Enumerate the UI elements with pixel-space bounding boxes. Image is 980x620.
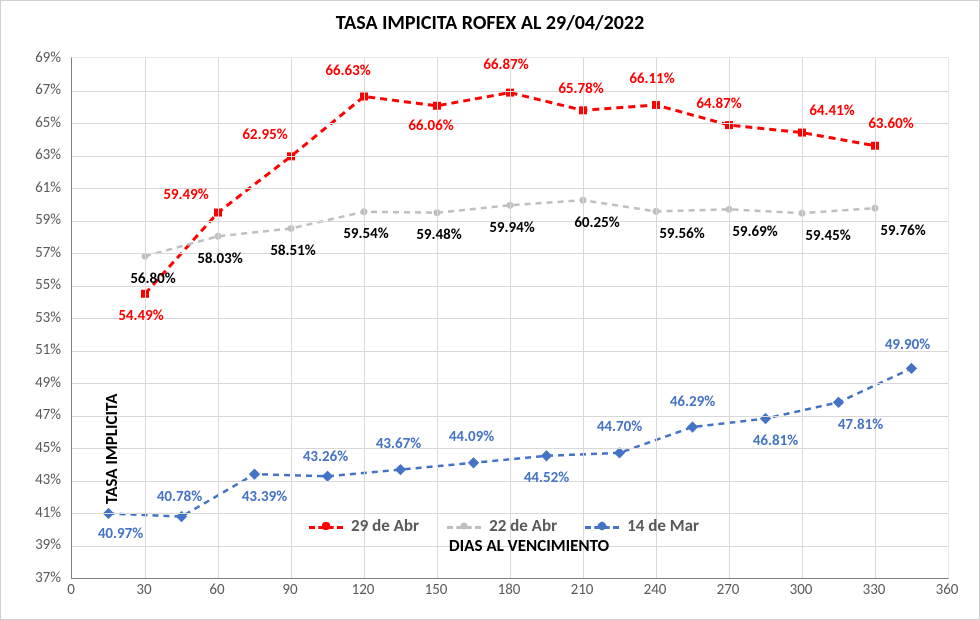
gridline-vertical (729, 58, 730, 578)
y-tick-label: 41% (1, 504, 61, 522)
data-marker (906, 363, 917, 374)
data-label: 40.78% (147, 488, 213, 506)
data-label: 43.26% (293, 448, 359, 466)
data-label: 66.63% (315, 62, 381, 80)
gridline-vertical (802, 58, 803, 578)
y-tick-label: 47% (1, 406, 61, 424)
x-tick-label: 210 (562, 581, 602, 599)
gridline-vertical (218, 58, 219, 578)
data-label: 44.09% (439, 428, 505, 446)
data-label: 46.81% (743, 432, 809, 450)
data-label: 59.76% (870, 222, 936, 240)
y-tick-label: 51% (1, 341, 61, 359)
data-label: 66.06% (398, 117, 464, 135)
gridline-vertical (656, 58, 657, 578)
x-tick-label: 240 (635, 581, 675, 599)
chart-legend: 29 de Abr 22 de Abr 14 de Mar (309, 515, 699, 536)
data-label: 58.03% (187, 250, 253, 268)
y-tick-label: 67% (1, 81, 61, 99)
y-tick-label: 63% (1, 146, 61, 164)
y-tick-label: 59% (1, 211, 61, 229)
data-marker (468, 457, 479, 468)
legend-label: 14 de Mar (627, 515, 699, 536)
data-label: 64.87% (686, 95, 752, 113)
gridline-vertical (437, 58, 438, 578)
x-tick-label: 330 (854, 581, 894, 599)
y-tick-label: 43% (1, 471, 61, 489)
data-label: 59.69% (722, 223, 788, 241)
data-label: 62.95% (232, 126, 298, 144)
data-marker (395, 464, 406, 475)
legend-item: 22 de Abr (447, 515, 557, 536)
data-label: 56.80% (120, 270, 186, 288)
chart-title: TASA IMPICITA ROFEX AL 29/04/2022 (1, 11, 979, 35)
y-tick-label: 61% (1, 179, 61, 197)
data-label: 46.29% (660, 393, 726, 411)
data-label: 59.49% (153, 186, 219, 204)
x-axis-title: DIAS AL VENCIMIENTO (399, 535, 659, 556)
gridline-vertical (583, 58, 584, 578)
x-tick-label: 150 (416, 581, 456, 599)
data-marker (687, 421, 698, 432)
y-axis-title: TASA IMPLICITA (101, 394, 122, 504)
x-tick-label: 0 (51, 581, 91, 599)
y-tick-label: 39% (1, 536, 61, 554)
data-label: 63.60% (858, 115, 924, 133)
y-tick-label: 69% (1, 49, 61, 67)
x-tick-label: 30 (124, 581, 164, 599)
legend-item: 29 de Abr (309, 515, 419, 536)
gridline-vertical (364, 58, 365, 578)
data-label: 44.70% (587, 418, 653, 436)
data-label: 49.90% (875, 336, 941, 354)
data-label: 65.78% (548, 80, 614, 98)
chart-container: TASA IMPICITA ROFEX AL 29/04/2022 TASA I… (0, 0, 980, 620)
y-tick-label: 57% (1, 244, 61, 262)
legend-label: 29 de Abr (351, 515, 419, 536)
data-label: 59.56% (649, 225, 715, 243)
data-label: 40.97% (88, 525, 154, 543)
x-tick-label: 90 (270, 581, 310, 599)
legend-item: 14 de Mar (585, 515, 699, 536)
y-tick-label: 45% (1, 439, 61, 457)
x-tick-label: 180 (489, 581, 529, 599)
y-tick-label: 49% (1, 374, 61, 392)
data-label: 59.48% (406, 226, 472, 244)
x-tick-label: 120 (343, 581, 383, 599)
data-label: 59.94% (479, 219, 545, 237)
x-tick-label: 60 (197, 581, 237, 599)
gridline-vertical (875, 58, 876, 578)
data-label: 59.45% (795, 227, 861, 245)
data-label: 64.41% (799, 102, 865, 120)
data-label: 47.81% (828, 416, 894, 434)
legend-label: 22 de Abr (489, 515, 557, 536)
data-label: 44.52% (514, 469, 580, 487)
x-tick-label: 270 (708, 581, 748, 599)
data-label: 58.51% (260, 242, 326, 260)
data-label: 60.25% (564, 214, 630, 232)
data-label: 54.49% (108, 307, 174, 325)
data-marker (249, 469, 260, 480)
gridline-vertical (510, 58, 511, 578)
data-label: 66.11% (619, 70, 685, 88)
data-marker (541, 450, 552, 461)
y-tick-label: 55% (1, 276, 61, 294)
x-tick-label: 300 (781, 581, 821, 599)
data-label: 43.67% (366, 435, 432, 453)
y-tick-label: 65% (1, 114, 61, 132)
x-tick-label: 360 (927, 581, 967, 599)
data-label: 59.54% (333, 225, 399, 243)
data-marker (833, 397, 844, 408)
data-label: 43.39% (232, 488, 298, 506)
data-label: 66.87% (473, 56, 539, 74)
y-tick-label: 53% (1, 309, 61, 327)
